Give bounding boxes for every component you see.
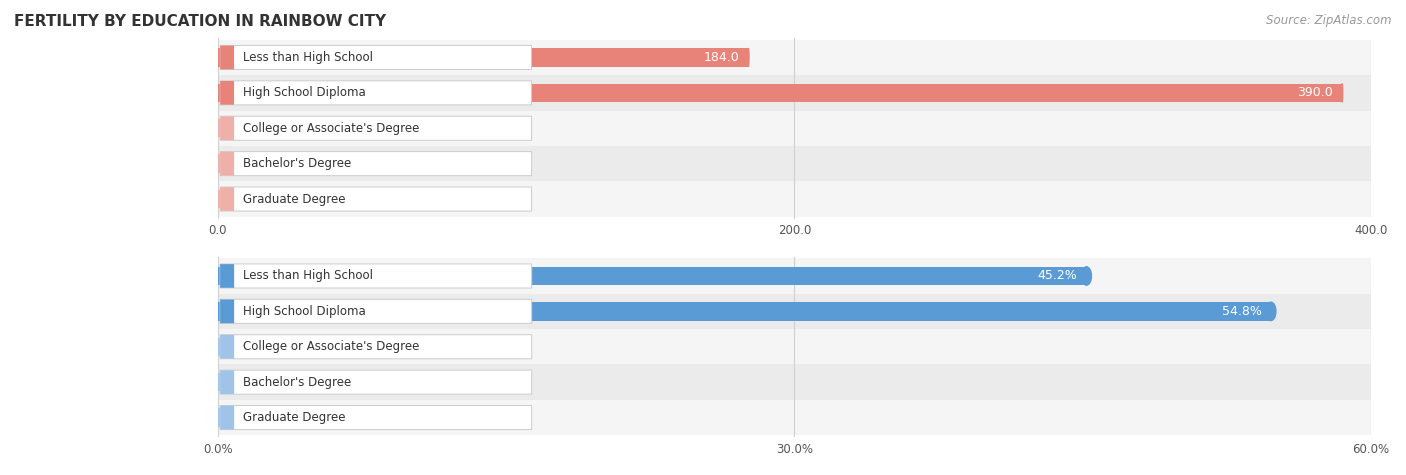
Text: High School Diploma: High School Diploma <box>243 86 366 99</box>
Text: 45.2%: 45.2% <box>1038 269 1077 283</box>
Text: 54.8%: 54.8% <box>1222 305 1261 318</box>
FancyBboxPatch shape <box>221 299 531 323</box>
Bar <box>218 364 1371 400</box>
Bar <box>218 258 1371 294</box>
Text: 0.0: 0.0 <box>284 122 304 135</box>
FancyBboxPatch shape <box>221 187 531 211</box>
FancyBboxPatch shape <box>221 152 233 175</box>
FancyBboxPatch shape <box>221 81 531 105</box>
Text: 0.0: 0.0 <box>284 157 304 170</box>
Text: Graduate Degree: Graduate Degree <box>243 192 346 206</box>
Text: 0.0%: 0.0% <box>284 411 315 424</box>
Text: 0.0%: 0.0% <box>284 376 315 389</box>
Text: Source: ZipAtlas.com: Source: ZipAtlas.com <box>1267 14 1392 27</box>
Circle shape <box>269 190 270 208</box>
FancyBboxPatch shape <box>221 81 233 104</box>
Text: College or Associate's Degree: College or Associate's Degree <box>243 340 419 353</box>
FancyBboxPatch shape <box>221 335 235 359</box>
FancyBboxPatch shape <box>221 116 233 140</box>
Bar <box>218 119 270 137</box>
Bar <box>218 40 1371 75</box>
Bar <box>218 302 1271 321</box>
Text: 0.0: 0.0 <box>284 192 304 206</box>
Text: High School Diploma: High School Diploma <box>243 305 366 318</box>
FancyBboxPatch shape <box>221 264 531 288</box>
Circle shape <box>1081 267 1091 285</box>
Text: Bachelor's Degree: Bachelor's Degree <box>243 376 352 389</box>
FancyBboxPatch shape <box>221 116 531 140</box>
Bar <box>218 294 1371 329</box>
FancyBboxPatch shape <box>221 335 531 359</box>
Bar <box>218 146 1371 181</box>
Bar <box>218 111 1371 146</box>
Text: College or Associate's Degree: College or Associate's Degree <box>243 122 419 135</box>
Bar <box>218 154 270 173</box>
Circle shape <box>269 154 270 173</box>
Bar <box>218 84 1343 102</box>
Circle shape <box>748 48 749 66</box>
Bar <box>218 181 1371 217</box>
FancyBboxPatch shape <box>221 46 233 69</box>
Text: Less than High School: Less than High School <box>243 51 374 64</box>
Bar <box>218 373 270 391</box>
FancyBboxPatch shape <box>221 406 235 429</box>
Bar <box>218 338 270 356</box>
Text: 184.0: 184.0 <box>703 51 740 64</box>
FancyBboxPatch shape <box>221 300 235 323</box>
Circle shape <box>264 408 274 427</box>
FancyBboxPatch shape <box>221 370 531 394</box>
FancyBboxPatch shape <box>221 46 531 69</box>
FancyBboxPatch shape <box>221 406 531 429</box>
Circle shape <box>264 373 274 391</box>
Bar <box>218 190 270 208</box>
Bar <box>218 408 270 427</box>
Text: 0.0%: 0.0% <box>284 340 315 353</box>
Circle shape <box>1265 302 1275 321</box>
Text: Graduate Degree: Graduate Degree <box>243 411 346 424</box>
Circle shape <box>269 119 270 137</box>
Text: 390.0: 390.0 <box>1298 86 1333 99</box>
Text: Less than High School: Less than High School <box>243 269 374 283</box>
FancyBboxPatch shape <box>221 370 235 394</box>
Text: FERTILITY BY EDUCATION IN RAINBOW CITY: FERTILITY BY EDUCATION IN RAINBOW CITY <box>14 14 387 29</box>
Bar <box>218 75 1371 111</box>
FancyBboxPatch shape <box>221 264 235 288</box>
Circle shape <box>264 338 274 356</box>
Text: Bachelor's Degree: Bachelor's Degree <box>243 157 352 170</box>
FancyBboxPatch shape <box>221 187 233 211</box>
Bar <box>218 267 1087 285</box>
Bar <box>218 329 1371 364</box>
Bar <box>218 48 748 66</box>
FancyBboxPatch shape <box>221 152 531 176</box>
Circle shape <box>1341 84 1343 102</box>
Bar <box>218 400 1371 435</box>
